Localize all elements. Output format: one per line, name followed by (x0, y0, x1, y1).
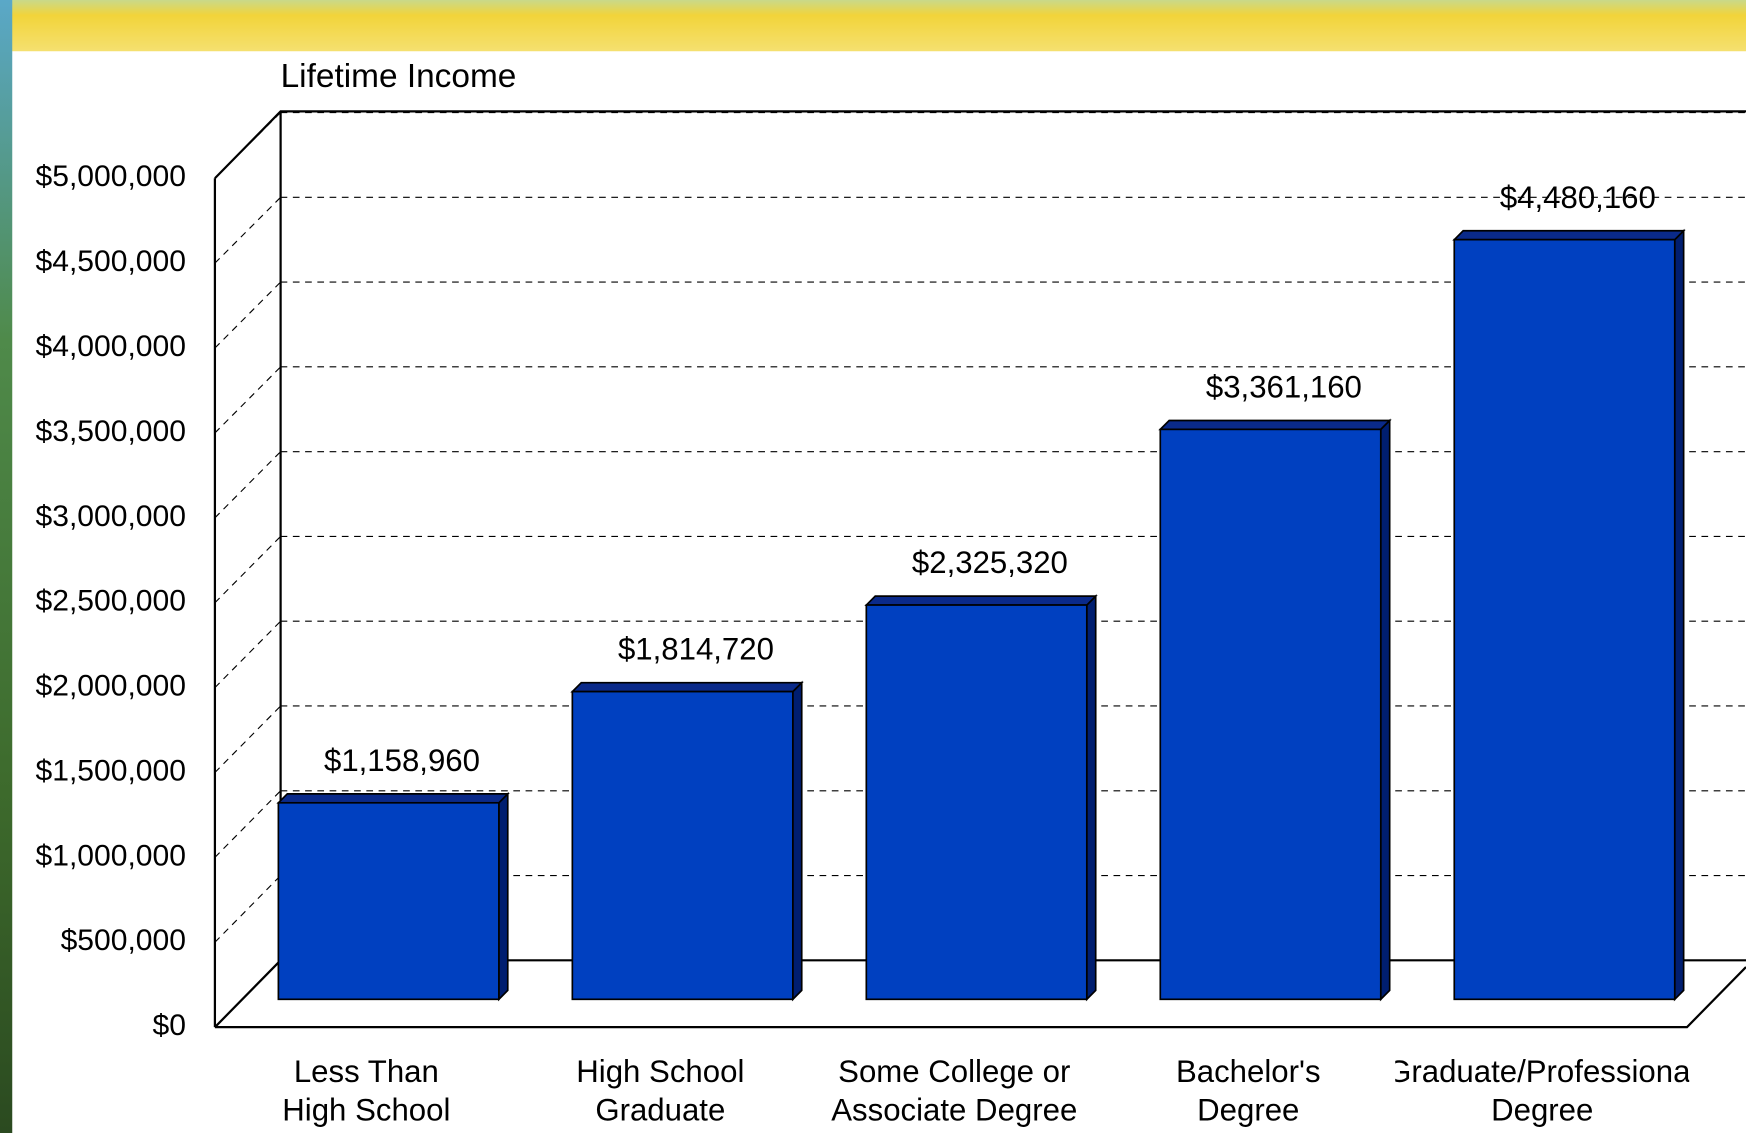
bars: $1,158,960 $1,814,720 $2,325,320 $3,361,160… (276, 180, 1686, 1002)
x-tick-label-box: Graduate/Professional Degree (1395, 1053, 1690, 1128)
y-tick-label: $2,000,000 (36, 670, 186, 703)
grid-line (214, 196, 282, 264)
bar-side (791, 680, 803, 1002)
bar-side (1085, 594, 1097, 1002)
y-tick-label: $0 (153, 1009, 186, 1042)
grid-line (214, 875, 282, 943)
x-tick-label-box: Some College or Associate Degree (831, 1053, 1078, 1128)
y-tick-label: $5,000,000 (36, 160, 186, 193)
bar (1159, 428, 1382, 1001)
grid-line (214, 959, 282, 1028)
value-label: $1,158,960 (324, 743, 480, 778)
bar-side (1673, 228, 1685, 1002)
bar (1453, 238, 1676, 1001)
value-label: $4,480,160 (1500, 180, 1656, 215)
y-tick-label: $2,500,000 (36, 585, 186, 618)
y-tick-label: $500,000 (61, 924, 186, 957)
y-tick-label: $1,500,000 (36, 754, 186, 787)
grid-line (214, 281, 282, 349)
y-tick-label: $3,500,000 (36, 415, 186, 448)
value-label: $3,361,160 (1206, 370, 1362, 405)
chart-title: Lifetime Income (281, 58, 517, 95)
grid-line (214, 790, 282, 858)
x-tick-label: Some College or Associate Degree (831, 1053, 1078, 1128)
bar-side (1379, 418, 1391, 1002)
grid-line (214, 366, 282, 434)
x-tick-label-box: Less Than High School (282, 1053, 451, 1128)
bar-top (570, 681, 804, 693)
grid-line (214, 620, 282, 688)
x-tick-label-box: High School Graduate (576, 1053, 745, 1128)
bar-top (864, 595, 1098, 606)
x-tick-label: High School Graduate (576, 1053, 745, 1128)
floor-edge (214, 966, 1746, 1029)
side-strip (0, 0, 13, 1133)
bar (865, 604, 1088, 1001)
wall-edge (214, 110, 1746, 180)
x-tick-label: Bachelor's Degree (1175, 1053, 1321, 1128)
grid-line (214, 112, 282, 179)
grid-line (214, 705, 282, 773)
x-tick-label: Graduate/Professional Degree (1395, 1053, 1690, 1128)
y-tick-label: $1,000,000 (36, 839, 186, 872)
value-label: $1,814,720 (618, 632, 774, 667)
bar-top (1452, 229, 1686, 241)
bar-top (276, 793, 510, 804)
x-tick-label-box: Bachelor's Degree (1175, 1053, 1321, 1128)
header-band (0, 0, 1746, 52)
value-label: $2,325,320 (912, 545, 1068, 580)
y-tick-label: $4,000,000 (36, 330, 186, 363)
grid-line (214, 536, 282, 604)
bar (277, 801, 500, 1001)
y-tick-label: $3,000,000 (36, 500, 186, 533)
grid-line (214, 451, 282, 519)
bar-side (498, 791, 509, 1002)
bar-top (1158, 419, 1392, 431)
bar (571, 690, 794, 1001)
y-tick-label: $4,500,000 (36, 245, 186, 278)
x-tick-label: Less Than High School (282, 1053, 451, 1128)
